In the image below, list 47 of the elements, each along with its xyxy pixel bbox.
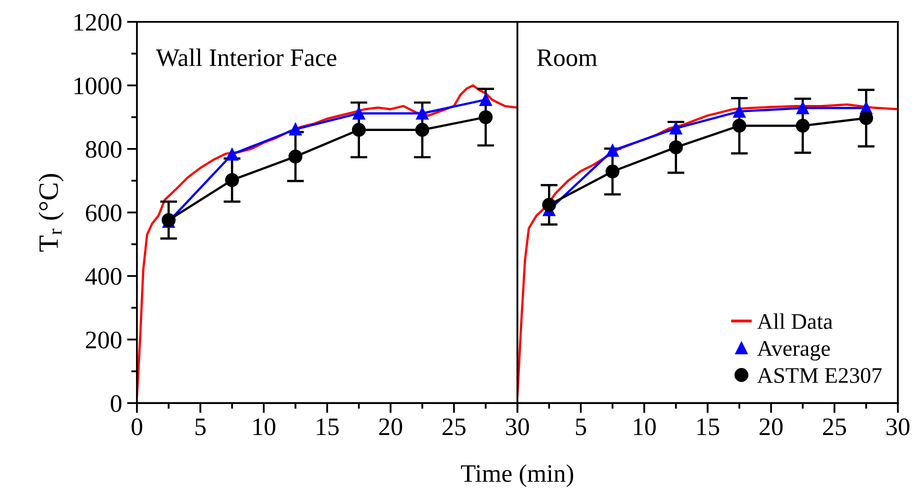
x-tick-label: 25: [823, 418, 846, 436]
point: [288, 150, 302, 164]
y-tick-label: 200: [86, 332, 122, 348]
point: [226, 148, 238, 161]
y-tick-label: 0: [110, 395, 122, 412]
x-tick-label: 15: [316, 418, 339, 436]
point: [859, 111, 874, 126]
y-tick-label: 800: [86, 140, 122, 158]
legend-label: All Data: [757, 313, 833, 330]
legend-label: Average: [757, 341, 830, 361]
text: Wall Interior Face: [156, 48, 336, 66]
y-tick-label: 600: [86, 204, 122, 222]
point: [415, 122, 430, 137]
y-tick-label: 1000: [74, 77, 122, 94]
point: [352, 107, 366, 120]
point: [606, 144, 619, 157]
y-tick-label: 1200: [74, 14, 122, 31]
x-tick-label: 5: [196, 418, 206, 436]
point: [542, 198, 556, 212]
x-tick-label: 25: [442, 418, 466, 436]
y-tick-label: 400: [85, 268, 122, 285]
point: [478, 110, 493, 124]
point: [732, 118, 746, 133]
x-tick-label: 0: [132, 418, 142, 436]
x-axis-title: Time (min): [461, 464, 574, 488]
point: [668, 140, 683, 154]
point: [733, 105, 746, 118]
point: [479, 93, 492, 106]
y-axis-title: T$_{r}$ (°C): [38, 174, 64, 252]
x-tick-label: 5: [576, 418, 586, 436]
point: [796, 102, 809, 114]
point: [225, 173, 239, 188]
legend-label: ASTM E2307: [757, 368, 882, 383]
x-tick-label: 30: [886, 418, 910, 436]
point: [796, 118, 810, 133]
point: [606, 164, 620, 178]
x-tick-label: 10: [253, 418, 276, 436]
point: [352, 122, 366, 137]
x-tick-label: 10: [634, 418, 656, 436]
x-tick-label: 15: [697, 418, 720, 436]
x-tick-label: 20: [760, 418, 783, 436]
point: [416, 107, 429, 120]
point: [670, 122, 682, 135]
x-tick-label: 20: [379, 418, 402, 436]
text: Room: [537, 50, 598, 66]
point: [289, 122, 302, 136]
x-tick-label: 30: [506, 418, 529, 436]
